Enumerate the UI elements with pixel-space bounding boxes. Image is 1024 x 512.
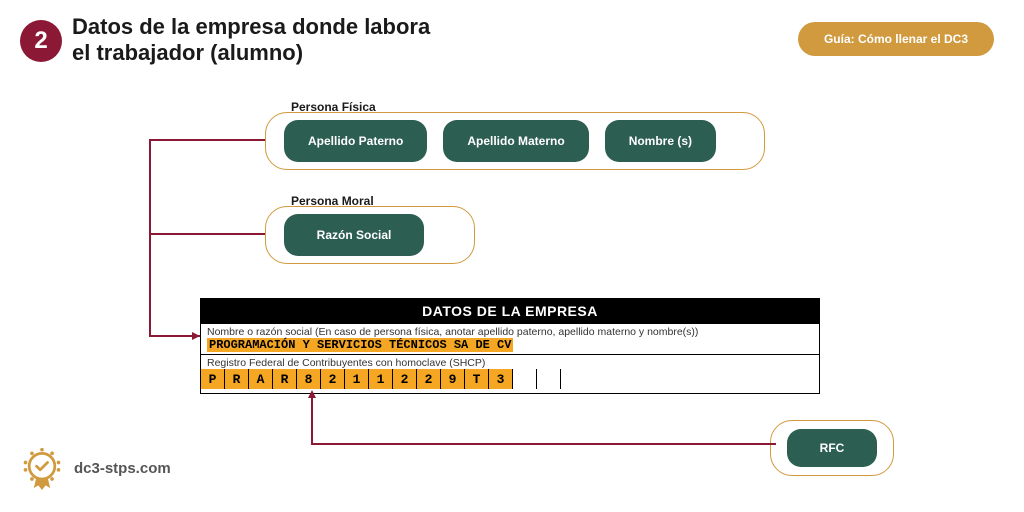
page-title: Datos de la empresa donde labora el trab… bbox=[72, 14, 452, 67]
nombre-value-text: PROGRAMACIÓN Y SERVICIOS TÉCNICOS SA DE … bbox=[207, 338, 513, 352]
rfc-empty-cell bbox=[537, 369, 561, 389]
branding: dc3-stps.com bbox=[20, 446, 171, 490]
rfc-char-cell: 1 bbox=[369, 369, 393, 389]
rfc-char-cell: P bbox=[201, 369, 225, 389]
nombres-pill: Nombre (s) bbox=[605, 120, 716, 162]
rfc-callout: RFC bbox=[770, 420, 894, 476]
guide-button[interactable]: Guía: Cómo llenar el DC3 bbox=[798, 22, 994, 56]
rfc-char-cell: 3 bbox=[489, 369, 513, 389]
rfc-char-cell: T bbox=[465, 369, 489, 389]
site-name: dc3-stps.com bbox=[74, 460, 171, 477]
rfc-char-cell: A bbox=[249, 369, 273, 389]
razon-social-pill: Razón Social bbox=[284, 214, 424, 256]
step-number: 2 bbox=[34, 27, 47, 55]
rfc-char-cell: 8 bbox=[297, 369, 321, 389]
nombre-value: PROGRAMACIÓN Y SERVICIOS TÉCNICOS SA DE … bbox=[201, 338, 819, 354]
rfc-cells: PRAR8211229T3 bbox=[201, 369, 819, 393]
rfc-empty-cell bbox=[513, 369, 537, 389]
rfc-char-cell: R bbox=[273, 369, 297, 389]
rfc-char-cell: 1 bbox=[345, 369, 369, 389]
badge-seal-icon bbox=[20, 446, 64, 490]
form-header: DATOS DE LA EMPRESA bbox=[201, 299, 819, 323]
rfc-char-cell: R bbox=[225, 369, 249, 389]
step-number-badge: 2 bbox=[20, 20, 62, 62]
rfc-char-cell: 2 bbox=[393, 369, 417, 389]
rfc-char-cell: 2 bbox=[321, 369, 345, 389]
persona-moral-group: Razón Social bbox=[265, 206, 475, 264]
apellido-materno-pill: Apellido Materno bbox=[443, 120, 588, 162]
apellido-paterno-pill: Apellido Paterno bbox=[284, 120, 427, 162]
persona-fisica-group: Apellido Paterno Apellido Materno Nombre… bbox=[265, 112, 765, 170]
empresa-form: DATOS DE LA EMPRESA Nombre o razón socia… bbox=[200, 298, 820, 394]
rfc-char-cell: 2 bbox=[417, 369, 441, 389]
rfc-pill: RFC bbox=[787, 429, 877, 467]
rfc-label: Registro Federal de Contribuyentes con h… bbox=[201, 355, 819, 369]
guide-button-label: Guía: Cómo llenar el DC3 bbox=[824, 32, 968, 46]
form-row-nombre: Nombre o razón social (En caso de person… bbox=[201, 323, 819, 354]
nombre-label: Nombre o razón social (En caso de person… bbox=[201, 324, 819, 338]
form-row-rfc: Registro Federal de Contribuyentes con h… bbox=[201, 354, 819, 393]
rfc-char-cell: 9 bbox=[441, 369, 465, 389]
